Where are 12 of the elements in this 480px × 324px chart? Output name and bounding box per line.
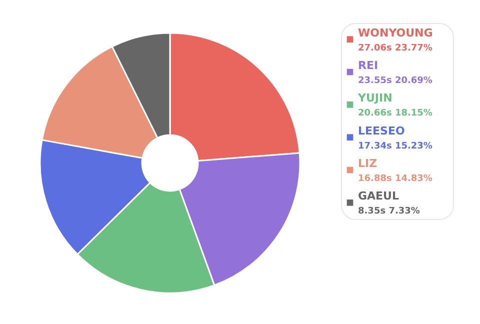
legend-label: YUJIN: [357, 92, 392, 105]
data-label: 8.35s 7.33%: [358, 206, 420, 217]
data-label: 27.06s 23.77%: [358, 43, 432, 54]
data-label: 20.66s 18.15%: [358, 108, 432, 119]
legend-label: WONYOUNG: [358, 26, 433, 40]
data-label: 23.55s 20.69%: [358, 76, 432, 86]
data-label: 17.34s 15.23%: [358, 141, 432, 152]
legend-label: LEESEO: [358, 124, 405, 138]
legend-label: GAEUL: [358, 190, 399, 203]
data-label: 16.88s 14.83%: [358, 174, 432, 184]
legend-label: REI: [358, 59, 378, 72]
legend-label: LIZ: [358, 157, 378, 170]
